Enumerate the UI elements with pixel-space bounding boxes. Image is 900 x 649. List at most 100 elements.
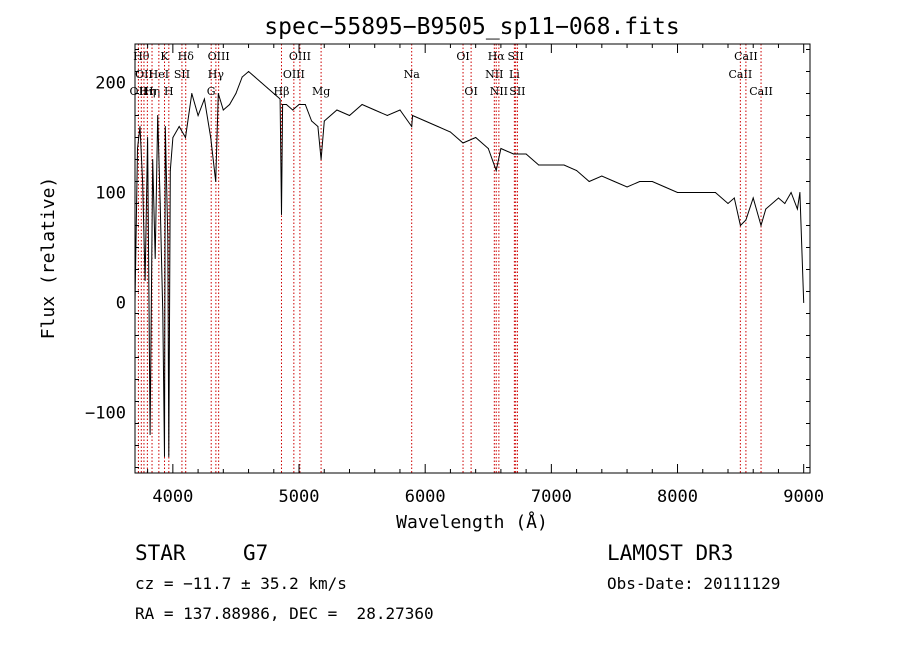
line-label-18: OI: [456, 50, 469, 63]
data-point-15: [168, 456, 170, 457]
line-label-5: HeI: [149, 68, 169, 81]
data-point-63: [525, 153, 527, 155]
data-point-65: [550, 164, 552, 166]
line-label-23: Li: [509, 68, 520, 81]
data-point-27: [229, 104, 231, 105]
data-point-73: [651, 181, 653, 182]
line-label-20: NII: [485, 68, 503, 81]
data-point-34: [273, 93, 275, 94]
redshift-velocity: cz = −11.7 ± 35.2 km/s: [135, 574, 347, 593]
data-point-76: [689, 192, 691, 193]
data-point-89: [796, 208, 798, 210]
y-tick-label-1: 0: [116, 294, 126, 314]
spectral-line-markers: OIIHθOIIHηHηHeIKHSIIHδGHγOIIIHβOIIIOIIIM…: [130, 44, 773, 473]
line-label-4: Hη: [144, 85, 160, 98]
line-label-26: CaII: [729, 68, 753, 81]
x-axis-label: Wavelength (Å): [396, 511, 548, 533]
data-point-41: [304, 104, 306, 105]
line-label-17: Na: [404, 68, 421, 81]
data-point-57: [462, 142, 464, 144]
data-point-55: [437, 126, 439, 127]
data-point-87: [784, 203, 786, 204]
y-tick-label-3: 200: [95, 74, 126, 94]
data-point-67: [576, 170, 578, 171]
data-point-50: [386, 115, 388, 116]
data-point-71: [626, 186, 628, 188]
line-label-2: OII: [135, 68, 153, 81]
data-point-20: [191, 93, 193, 94]
data-point-21: [197, 115, 199, 116]
data-point-23: [210, 137, 212, 138]
line-label-27: CaII: [734, 50, 758, 63]
data-point-45: [323, 120, 325, 122]
data-point-72: [639, 181, 641, 182]
data-point-30: [248, 71, 250, 72]
line-label-13: Hβ: [274, 85, 290, 98]
data-point-90: [799, 192, 801, 193]
data-point-32: [260, 82, 262, 83]
x-tick-label-3: 7000: [531, 487, 572, 507]
data-point-47: [349, 115, 350, 116]
line-label-1: Hθ: [133, 50, 150, 63]
x-tick-label-1: 5000: [279, 487, 320, 507]
line-label-24: SII: [508, 50, 524, 63]
line-label-0: OII: [130, 85, 148, 98]
data-point-28: [235, 93, 237, 94]
data-point-18: [178, 126, 180, 127]
y-axis-ticks: −100 0 100 200: [85, 49, 810, 468]
observation-date: Obs-Date: 20111129: [607, 574, 780, 593]
data-point-66: [563, 164, 565, 166]
data-point-80: [733, 197, 735, 199]
data-point-59: [487, 148, 489, 149]
line-label-16: Mg: [312, 85, 330, 98]
x-axis-ticks: 4000 5000 6000 7000 8000 9000: [147, 44, 824, 507]
data-point-77: [702, 192, 704, 193]
line-label-15: OIII: [289, 50, 311, 63]
data-point-84: [760, 225, 762, 226]
line-label-25: SII: [509, 85, 525, 98]
data-point-29: [241, 76, 243, 78]
data-point-44: [320, 159, 322, 160]
data-point-2: [139, 126, 141, 127]
data-point-81: [739, 225, 741, 226]
object-type: STAR: [135, 541, 186, 565]
data-point-5: [147, 137, 149, 138]
data-point-68: [588, 181, 590, 182]
line-label-11: Hγ: [208, 68, 225, 81]
x-tick-label-4: 8000: [657, 487, 698, 507]
data-point-19: [185, 137, 186, 138]
spectrum-series: [134, 70, 805, 457]
data-point-56: [449, 131, 451, 133]
data-point-74: [664, 186, 666, 188]
data-point-3: [142, 181, 144, 182]
object-subclass: G7: [243, 541, 268, 565]
data-point-62: [513, 153, 514, 155]
data-point-13: [164, 126, 166, 127]
data-point-39: [292, 109, 294, 111]
data-point-88: [790, 192, 792, 193]
line-label-7: H: [164, 85, 174, 98]
y-tick-label-0: −100: [85, 404, 126, 424]
data-point-86: [778, 197, 779, 199]
line-label-12: OIII: [208, 50, 230, 63]
line-label-22: NII: [490, 85, 508, 98]
data-point-9: [157, 115, 159, 116]
data-point-16: [169, 170, 171, 171]
data-point-4: [144, 280, 146, 281]
data-point-43: [317, 126, 319, 127]
data-point-26: [222, 109, 224, 111]
line-label-3: Hη: [139, 85, 155, 98]
data-point-33: [267, 87, 268, 89]
data-point-64: [538, 164, 540, 166]
data-point-60: [495, 170, 497, 171]
y-tick-label-2: 100: [95, 184, 126, 204]
data-point-79: [727, 203, 729, 204]
data-point-42: [311, 120, 313, 122]
data-point-22: [203, 98, 205, 100]
data-point-7: [152, 159, 154, 160]
data-point-12: [164, 456, 165, 457]
line-label-8: SII: [174, 68, 190, 81]
data-point-69: [601, 175, 603, 177]
series-line-0: [134, 70, 805, 457]
